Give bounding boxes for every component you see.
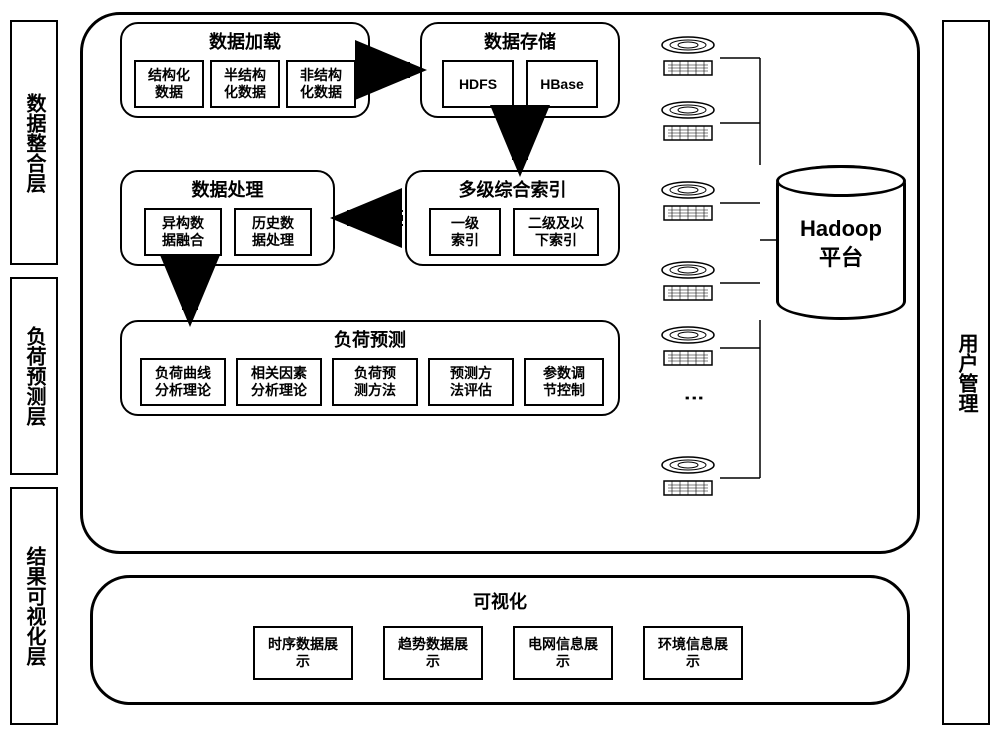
server-icon-3 bbox=[658, 180, 718, 225]
load-forecast-item-0: 负荷曲线分析理论 bbox=[140, 358, 226, 406]
vertical-dots: ⋮ bbox=[682, 388, 706, 408]
load-forecast-item-2: 负荷预测方法 bbox=[332, 358, 418, 406]
module-data-load: 数据加载 结构化数据 半结构化数据 非结构化数据 bbox=[120, 22, 370, 118]
multi-index-item-1: 二级及以下索引 bbox=[513, 208, 599, 256]
left-label-layer1: 数据整合层 bbox=[10, 20, 58, 265]
data-load-title: 数据加载 bbox=[122, 28, 368, 54]
load-forecast-title: 负荷预测 bbox=[122, 326, 618, 352]
hadoop-label: Hadoop平台 bbox=[786, 215, 896, 272]
visualization-item-3: 环境信息展示 bbox=[643, 626, 743, 680]
visualization-item-0: 时序数据展示 bbox=[253, 626, 353, 680]
multi-index-item-0: 一级索引 bbox=[429, 208, 501, 256]
visualization-item-2: 电网信息展示 bbox=[513, 626, 613, 680]
data-process-item-1: 历史数据处理 bbox=[234, 208, 312, 256]
data-store-item-1: HBase bbox=[526, 60, 598, 108]
multi-index-title: 多级综合索引 bbox=[407, 176, 618, 202]
data-load-item-0: 结构化数据 bbox=[134, 60, 204, 108]
server-icon-4 bbox=[658, 260, 718, 305]
data-store-title: 数据存储 bbox=[422, 28, 618, 54]
left-label-layer3: 结果可视化层 bbox=[10, 487, 58, 725]
data-load-item-1: 半结构化数据 bbox=[210, 60, 280, 108]
load-forecast-item-3: 预测方法评估 bbox=[428, 358, 514, 406]
module-multi-index: 多级综合索引 一级索引 二级及以下索引 bbox=[405, 170, 620, 266]
data-load-item-2: 非结构化数据 bbox=[286, 60, 356, 108]
left-label-layer2: 负荷预测层 bbox=[10, 277, 58, 475]
server-icon-5 bbox=[658, 325, 718, 370]
data-process-item-0: 异构数据融合 bbox=[144, 208, 222, 256]
visualization-title: 可视化 bbox=[93, 588, 907, 614]
load-forecast-item-4: 参数调节控制 bbox=[524, 358, 604, 406]
right-label-user-mgmt: 用户管理 bbox=[942, 20, 990, 725]
module-data-process: 数据处理 异构数据融合 历史数据处理 bbox=[120, 170, 335, 266]
load-forecast-item-1: 相关因素分析理论 bbox=[236, 358, 322, 406]
server-icon-2 bbox=[658, 100, 718, 145]
module-data-store: 数据存储 HDFS HBase bbox=[420, 22, 620, 118]
module-load-forecast: 负荷预测 负荷曲线分析理论 相关因素分析理论 负荷预测方法 预测方法评估 参数调… bbox=[120, 320, 620, 416]
visualization-item-1: 趋势数据展示 bbox=[383, 626, 483, 680]
data-process-title: 数据处理 bbox=[122, 176, 333, 202]
module-visualization: 可视化 时序数据展示 趋势数据展示 电网信息展示 环境信息展示 bbox=[90, 575, 910, 705]
data-store-item-0: HDFS bbox=[442, 60, 514, 108]
server-icon-1 bbox=[658, 35, 718, 80]
server-icon-6 bbox=[658, 455, 718, 500]
